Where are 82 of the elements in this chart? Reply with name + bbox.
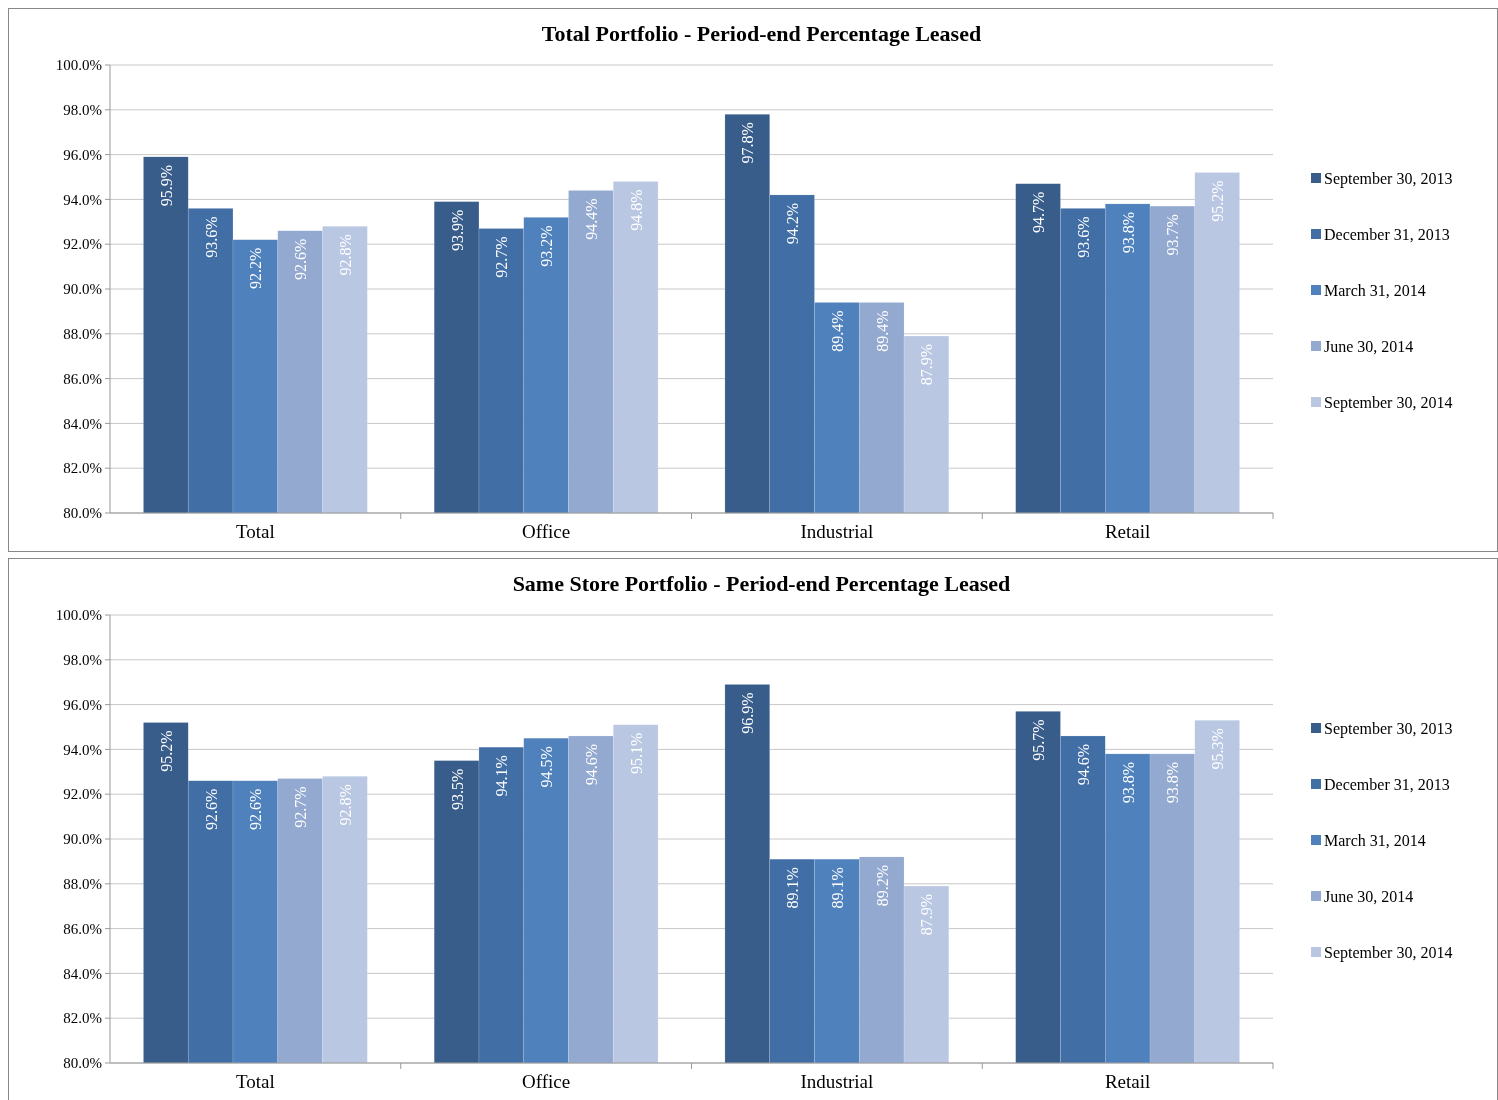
data-label: 92.7% — [493, 236, 511, 278]
data-label: 93.8% — [1119, 211, 1137, 254]
y-tick-label: 96.0% — [63, 696, 102, 713]
x-tick-label: Retail — [1104, 1071, 1151, 1092]
data-label: 92.2% — [247, 247, 265, 290]
data-label: 93.6% — [1074, 216, 1092, 258]
data-label: 89.4% — [873, 310, 891, 352]
y-tick-label: 100.0% — [55, 607, 102, 624]
y-tick-label: 96.0% — [63, 146, 102, 163]
y-tick-label: 80.0% — [63, 505, 102, 522]
data-label: 94.7% — [1030, 191, 1048, 234]
y-tick-label: 82.0% — [63, 1010, 102, 1027]
y-tick-label: 82.0% — [63, 460, 102, 477]
y-tick-label: 86.0% — [63, 920, 102, 937]
y-tick-label: 88.0% — [63, 326, 102, 343]
x-tick-label: Retail — [1104, 521, 1151, 542]
data-label: 92.8% — [336, 234, 354, 276]
data-label: 93.2% — [538, 225, 556, 267]
data-label: 92.6% — [292, 238, 310, 281]
y-tick-label: 98.0% — [63, 102, 102, 119]
data-label: 92.6% — [247, 788, 265, 831]
data-label: 94.4% — [582, 198, 600, 240]
x-tick-label: Industrial — [800, 521, 874, 542]
data-label: 95.3% — [1209, 728, 1227, 770]
y-tick-label: 84.0% — [63, 415, 102, 432]
data-label: 92.6% — [202, 788, 220, 831]
legend-label: June 30, 2014 — [1324, 337, 1414, 355]
data-label: 93.7% — [1164, 214, 1182, 256]
data-label: 95.7% — [1030, 719, 1048, 761]
chart-title: Total Portfolio - Period-end Percentage Leased — [541, 21, 982, 46]
x-tick-label: Office — [522, 521, 571, 542]
y-tick-label: 90.0% — [63, 831, 102, 848]
x-tick-label: Total — [235, 1071, 275, 1092]
legend-label: June 30, 2014 — [1324, 887, 1414, 905]
y-tick-label: 80.0% — [63, 1055, 102, 1072]
data-label: 92.8% — [336, 784, 354, 826]
y-tick-label: 100.0% — [55, 57, 102, 74]
data-label: 95.1% — [627, 732, 645, 775]
data-label: 95.2% — [157, 730, 175, 772]
data-label: 95.9% — [157, 164, 175, 207]
data-label: 96.9% — [739, 692, 757, 734]
data-label: 89.4% — [828, 310, 846, 352]
chart-title: Same Store Portfolio - Period-end Percentage Leased — [512, 571, 1011, 596]
y-tick-label: 88.0% — [63, 876, 102, 893]
legend-label: September 30, 2013 — [1324, 719, 1453, 738]
data-label: 93.9% — [448, 209, 466, 251]
legend-label: March 31, 2014 — [1324, 831, 1426, 849]
y-tick-label: 94.0% — [63, 191, 102, 208]
data-label: 93.6% — [202, 216, 220, 258]
data-label: 94.5% — [538, 746, 556, 788]
data-label: 94.2% — [784, 202, 802, 245]
data-label: 87.9% — [918, 894, 936, 936]
data-label: 95.2% — [1209, 180, 1227, 222]
legend-label: December 31, 2013 — [1324, 775, 1450, 793]
legend-label: December 31, 2013 — [1324, 225, 1450, 243]
legend-label: September 30, 2014 — [1324, 393, 1453, 412]
legend-label: September 30, 2013 — [1324, 169, 1453, 188]
data-label: 89.1% — [828, 867, 846, 909]
data-label: 93.5% — [448, 768, 466, 810]
data-label: 89.1% — [784, 867, 802, 909]
y-tick-label: 90.0% — [63, 281, 102, 298]
data-label: 94.1% — [493, 755, 511, 797]
data-label: 89.2% — [873, 864, 891, 907]
data-label: 94.6% — [582, 743, 600, 786]
y-tick-label: 94.0% — [63, 741, 102, 758]
legend-label: September 30, 2014 — [1324, 943, 1453, 962]
data-label: 93.8% — [1119, 761, 1137, 804]
x-tick-label: Total — [235, 521, 275, 542]
data-label: 97.8% — [739, 122, 757, 164]
x-tick-label: Office — [522, 1071, 571, 1092]
data-label: 94.6% — [1074, 743, 1092, 786]
data-label: 93.8% — [1164, 761, 1182, 804]
x-tick-label: Industrial — [800, 1071, 874, 1092]
y-tick-label: 84.0% — [63, 965, 102, 982]
data-label: 92.7% — [292, 786, 310, 828]
y-tick-label: 98.0% — [63, 652, 102, 669]
y-tick-label: 92.0% — [63, 236, 102, 253]
legend-label: March 31, 2014 — [1324, 281, 1426, 299]
data-label: 94.8% — [627, 189, 645, 231]
y-tick-label: 86.0% — [63, 370, 102, 387]
data-label: 87.9% — [918, 344, 936, 386]
y-tick-label: 92.0% — [63, 786, 102, 803]
